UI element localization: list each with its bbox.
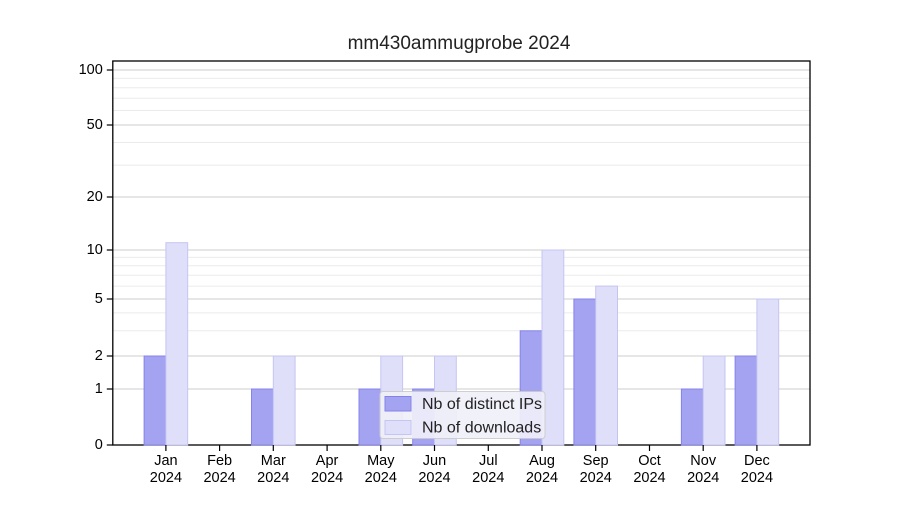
svg-text:10: 10 [87,242,103,258]
svg-text:2024: 2024 [257,470,289,486]
svg-text:2: 2 [95,348,103,364]
svg-text:mm430ammugprobe 2024: mm430ammugprobe 2024 [348,33,571,54]
svg-text:100: 100 [79,62,103,78]
svg-text:Nb of distinct IPs: Nb of distinct IPs [422,396,542,413]
svg-text:50: 50 [87,117,103,133]
svg-text:Apr: Apr [316,453,339,469]
svg-text:May: May [367,453,395,469]
svg-text:Jun: Jun [423,453,446,469]
svg-text:Jan: Jan [154,453,177,469]
svg-text:Feb: Feb [207,453,232,469]
svg-text:2024: 2024 [633,470,665,486]
svg-text:2024: 2024 [687,470,719,486]
svg-text:Nb of downloads: Nb of downloads [422,420,541,437]
svg-text:Dec: Dec [744,453,770,469]
svg-text:Nov: Nov [690,453,717,469]
svg-text:2024: 2024 [580,470,612,486]
svg-text:2024: 2024 [150,470,182,486]
svg-text:Aug: Aug [529,453,555,469]
svg-text:2024: 2024 [418,470,450,486]
svg-text:Jul: Jul [479,453,498,469]
svg-text:2024: 2024 [472,470,504,486]
svg-text:Oct: Oct [638,453,661,469]
svg-text:2024: 2024 [526,470,558,486]
svg-text:20: 20 [87,189,103,205]
svg-text:1: 1 [95,381,103,397]
svg-text:2024: 2024 [365,470,397,486]
svg-text:Sep: Sep [583,453,609,469]
svg-text:2024: 2024 [203,470,235,486]
svg-text:2024: 2024 [311,470,343,486]
svg-text:5: 5 [95,291,103,307]
svg-text:Mar: Mar [261,453,286,469]
svg-text:2024: 2024 [741,470,773,486]
svg-text:0: 0 [95,437,103,453]
